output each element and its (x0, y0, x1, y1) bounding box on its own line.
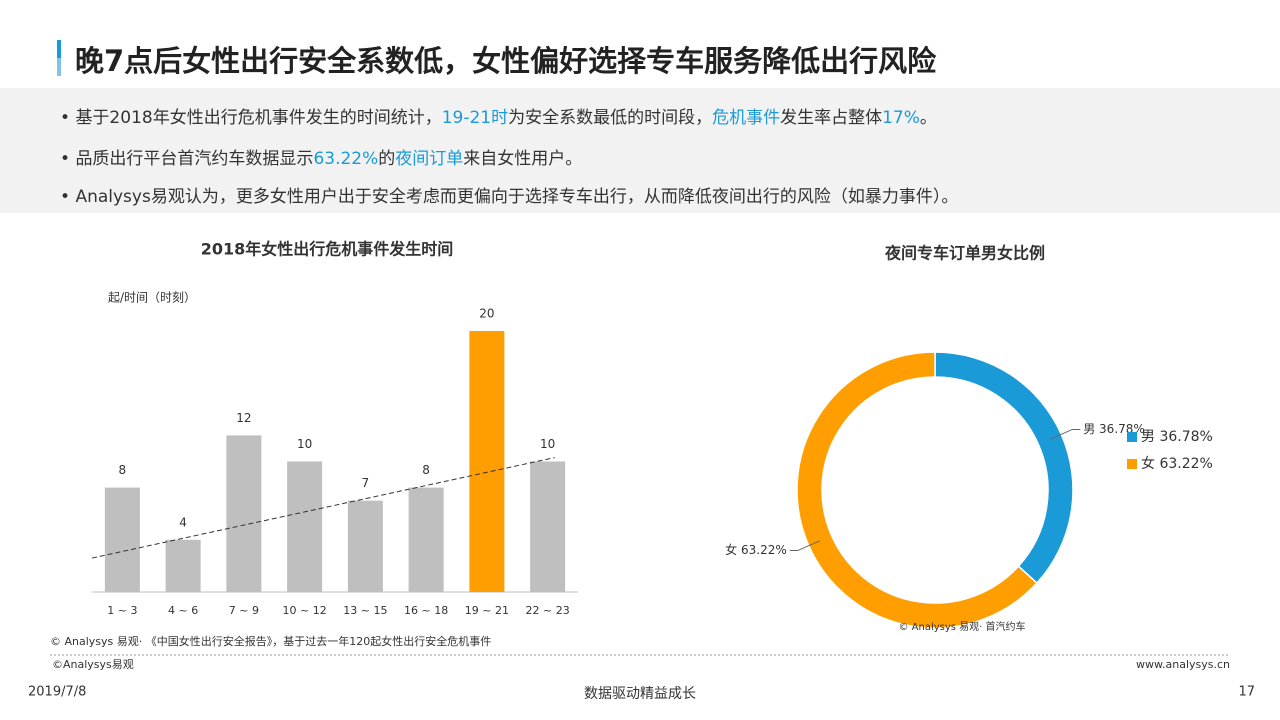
bullet-text: 基于2018年女性出行危机事件发生的时间统计， (75, 108, 442, 128)
value-label: 4 (179, 515, 187, 529)
chart-title: 2018年女性出行危机事件发生时间 (201, 240, 454, 259)
bullet-text: 17% (882, 108, 920, 128)
bullet-text: 的 (378, 149, 396, 169)
title-accent (57, 40, 61, 76)
bar (104, 487, 140, 592)
bar (530, 461, 566, 592)
x-tick-label: 1 ~ 3 (107, 604, 137, 617)
x-tick-label: 22 ~ 23 (526, 604, 570, 617)
value-label: 12 (236, 411, 251, 425)
bar (408, 487, 444, 592)
leader-line (1050, 428, 1081, 440)
legend-swatch (1127, 432, 1137, 442)
bullet-text: 。 (919, 108, 937, 128)
value-label: 20 (479, 307, 494, 321)
page-number: 17 (1238, 685, 1255, 700)
chart-source: © Analysys 易观· 《中国女性出行安全报告》，基于过去一年120起女性… (50, 634, 491, 648)
bullet-text: 危机事件 (712, 108, 781, 128)
x-tick-label: 16 ~ 18 (404, 604, 448, 617)
value-label: 10 (540, 437, 555, 451)
donut-slice (796, 351, 1038, 629)
bar (165, 539, 201, 592)
x-tick-label: 4 ~ 6 (168, 604, 198, 617)
slice-label: 女 63.22% (725, 542, 787, 557)
bullet-text: 来自女性用户。 (463, 149, 583, 169)
footer-copyright: ©Analysys易观 (52, 658, 134, 671)
y-axis-label: 起/时间（时刻） (108, 291, 196, 305)
bullet-text: 63.22% (313, 149, 379, 169)
slide-title: 晚7点后女性出行安全系数低，女性偏好选择专车服务降低出行风险 (75, 44, 937, 78)
footer-date: 2019/7/8 (28, 685, 86, 700)
summary-band (0, 88, 1280, 213)
bullet: • Analysys易观认为，更多女性用户出于安全考虑而更偏向于选择专车出行，从… (60, 187, 959, 207)
footer-slogan: 数据驱动精益成长 (584, 686, 696, 702)
trendline (91, 457, 555, 559)
bullet-text: 19-21时 (441, 108, 509, 128)
chart-source: © Analysys 易观· 首汽约车 (898, 620, 1025, 633)
bullet-text: Analysys易观认为，更多女性用户出于安全考虑而更偏向于选择专车出行，从而降… (75, 187, 959, 207)
value-label: 10 (297, 437, 312, 451)
donut-slice (934, 351, 1074, 585)
x-tick-label: 10 ~ 12 (283, 604, 327, 617)
legend-label: 男 36.78% (1141, 429, 1213, 445)
x-tick-label: 7 ~ 9 (229, 604, 259, 617)
bullet-text: 夜间订单 (395, 149, 464, 169)
x-tick-label: 13 ~ 15 (343, 604, 387, 617)
leader-line (789, 540, 820, 552)
value-label: 8 (119, 463, 127, 477)
bullet-text: 为安全系数最低的时间段， (508, 108, 713, 128)
bar (347, 500, 383, 592)
footer-website: www.analysys.cn (1136, 658, 1230, 671)
bar (287, 461, 323, 592)
bullet: • 基于2018年女性出行危机事件发生的时间统计，19-21时为安全系数最低的时… (60, 108, 937, 128)
bullet-text: 品质出行平台首汽约车数据显示 (75, 149, 314, 169)
bar (226, 435, 262, 592)
bullet: • 品质出行平台首汽约车数据显示63.22%的夜间订单来自女性用户。 (60, 149, 583, 169)
bar (469, 331, 505, 592)
legend-swatch (1127, 459, 1137, 469)
value-label: 7 (362, 476, 370, 490)
x-tick-label: 19 ~ 21 (465, 604, 509, 617)
legend-label: 女 63.22% (1141, 455, 1213, 472)
bullet-text: 发生率占整体 (780, 108, 883, 128)
chart-title: 夜间专车订单男女比例 (884, 244, 1045, 263)
value-label: 8 (422, 463, 430, 477)
